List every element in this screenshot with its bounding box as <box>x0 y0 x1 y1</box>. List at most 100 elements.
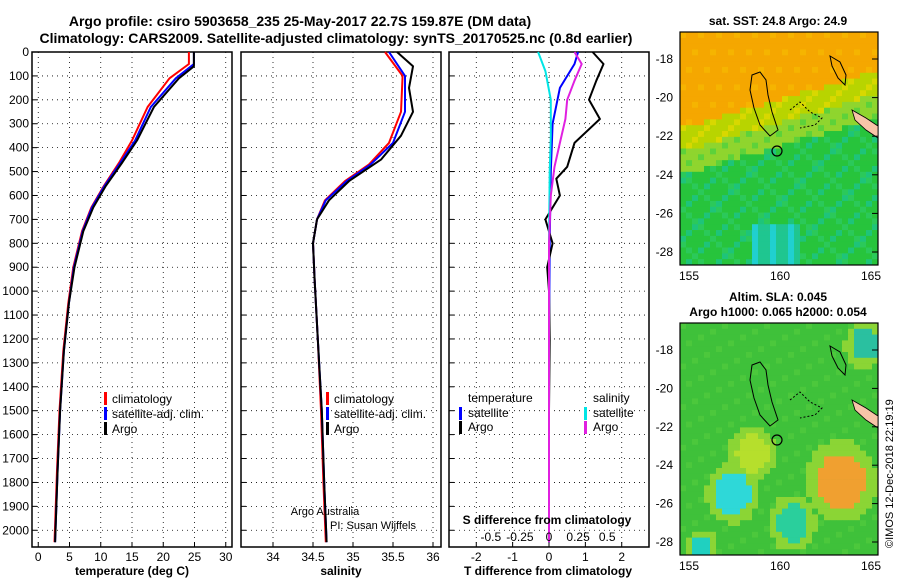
sla-cell <box>836 502 843 509</box>
sst-cell <box>794 113 801 120</box>
sla-cell <box>776 514 783 521</box>
sst-cell <box>764 55 771 62</box>
sla-cell <box>830 468 837 475</box>
sst-cell <box>812 247 819 254</box>
sla-cell <box>818 392 825 399</box>
sla-cell <box>776 323 783 330</box>
sla-cell <box>800 386 807 393</box>
sst-land-patch <box>851 109 879 139</box>
sla-cell <box>806 433 813 440</box>
sst-cell <box>836 165 843 173</box>
sla-cell <box>800 514 807 521</box>
sla-cell <box>794 549 801 556</box>
sla-cell <box>806 404 813 411</box>
sla-cell <box>812 352 819 359</box>
sla-map-title: Altim. SLA: 0.045 <box>729 290 827 304</box>
sst-cell <box>692 90 699 97</box>
sst-cell <box>788 200 795 208</box>
sst-cell <box>680 160 687 167</box>
sst-cell <box>746 183 753 190</box>
sla-cell <box>704 514 711 521</box>
sla-cell <box>686 526 693 533</box>
sla-cell <box>812 433 819 440</box>
sst-cell <box>800 131 807 138</box>
sla-cell <box>812 375 819 382</box>
sla-cell <box>752 537 759 544</box>
sst-cell <box>794 125 801 132</box>
sla-cell <box>866 497 873 504</box>
sst-cell <box>704 206 711 213</box>
sla-cell <box>788 497 795 504</box>
sst-cell <box>722 55 729 62</box>
sst-cell <box>764 78 771 85</box>
sla-cell <box>848 346 855 353</box>
sst-cell <box>842 253 849 260</box>
sst-cell <box>752 101 759 109</box>
sla-cell <box>818 346 825 353</box>
sla-cell <box>752 497 759 504</box>
sst-cell <box>734 131 741 138</box>
sla-cell <box>842 444 849 451</box>
sst-cell <box>776 119 783 126</box>
sla-cell <box>818 514 825 521</box>
salinity-series <box>312 51 414 543</box>
sla-cell <box>758 531 765 538</box>
sla-cell <box>680 386 687 393</box>
sla-cell <box>722 427 729 434</box>
sst-cell <box>728 101 735 109</box>
sst-cell <box>806 32 813 39</box>
sla-cell <box>692 531 699 538</box>
sst-cell <box>776 247 783 254</box>
sla-cell <box>698 392 705 399</box>
sla-cell <box>830 363 837 370</box>
sla-cell <box>800 433 807 440</box>
sla-cell <box>788 340 795 347</box>
sst-cell <box>728 32 735 39</box>
sla-map-x-ticks: 155 160 165 <box>679 559 881 573</box>
sst-cell <box>842 200 849 208</box>
sst-cell <box>782 148 789 155</box>
sla-cell <box>716 456 723 463</box>
sst-cell <box>854 32 861 39</box>
sst-cell <box>734 119 741 126</box>
sst-cell <box>782 72 789 79</box>
sst-cell <box>680 212 687 219</box>
sst-cell <box>770 84 777 91</box>
sst-cell <box>722 218 729 225</box>
sla-cell <box>680 334 687 341</box>
sla-cell <box>680 485 687 492</box>
sla-cell <box>716 549 723 556</box>
sla-cell <box>872 508 879 515</box>
sst-cell <box>680 206 687 213</box>
sst-cell <box>776 78 783 85</box>
sst-cell <box>854 37 861 44</box>
sla-cell <box>806 520 813 527</box>
sst-cell <box>842 165 849 173</box>
sla-cell <box>704 421 711 428</box>
sla-cell <box>800 491 807 498</box>
sla-cell <box>818 433 825 440</box>
sla-cell <box>686 502 693 509</box>
sla-cell <box>842 392 849 399</box>
sst-cell <box>782 49 789 56</box>
sla-cell <box>704 456 711 463</box>
sla-cell <box>698 410 705 417</box>
sst-cell <box>872 253 879 260</box>
sla-cell <box>764 369 771 376</box>
sst-cell <box>680 49 687 56</box>
sst-heatmap-cells <box>680 32 879 266</box>
sla-cell <box>776 491 783 498</box>
sst-cell <box>860 212 867 219</box>
sst-cell <box>800 165 807 173</box>
sst-cell <box>812 160 819 167</box>
sla-cell <box>740 526 747 533</box>
sla-cell <box>794 444 801 451</box>
sst-cell <box>824 212 831 219</box>
sla-cell <box>686 340 693 347</box>
sst-cell <box>728 200 735 208</box>
sla-cell <box>722 421 729 428</box>
sla-cell <box>692 543 699 550</box>
sst-cell <box>764 154 771 161</box>
sla-cell <box>734 357 741 364</box>
sla-cell <box>824 549 831 556</box>
